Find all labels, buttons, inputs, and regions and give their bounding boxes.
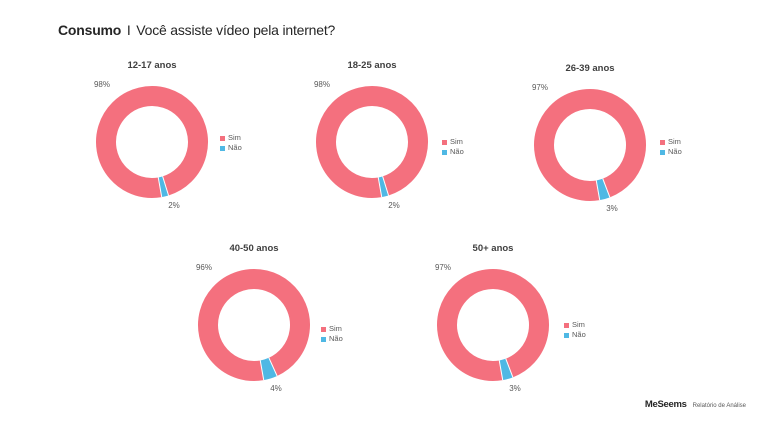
slice-separator	[162, 176, 170, 196]
legend-swatch-sim	[321, 326, 326, 332]
page-title-question: Você assiste vídeo pela internet?	[136, 22, 336, 38]
legend-label-nao: Não	[329, 334, 343, 343]
legend-swatch-sim	[220, 135, 225, 141]
legend-item-nao: Não	[321, 334, 343, 344]
legend-swatch-nao	[321, 336, 326, 342]
chart-legend: Sim Não	[321, 324, 343, 344]
data-label-nao: 3%	[606, 204, 618, 213]
legend-label-sim: Sim	[450, 137, 463, 146]
page-title-topic: Consumo	[58, 22, 122, 38]
donut-chart-50-plus: 50+ anos 97% 3% Sim Não	[403, 243, 586, 413]
footer: MeSeems Relatório de Análise	[645, 399, 746, 410]
slice-nao	[259, 357, 278, 381]
brand-logo: MeSeems	[644, 399, 687, 410]
slice-sim	[198, 269, 310, 381]
slice-separator	[268, 357, 278, 377]
legend-item-sim: Sim	[660, 137, 682, 147]
chart-legend: Sim Não	[220, 133, 242, 153]
data-label-nao: 4%	[270, 384, 282, 393]
donut-chart-40-50: 40-50 anos 96% 4% Sim Não	[164, 243, 344, 413]
chart-title: 50+ anos	[472, 243, 514, 254]
chart-legend: Sim Não	[660, 137, 682, 157]
legend-label-nao: Não	[668, 147, 682, 156]
slice-nao	[499, 358, 513, 381]
page-title-separator: I	[126, 22, 131, 38]
slice-separator	[377, 177, 383, 198]
slice-sim	[96, 86, 208, 198]
donut-svg: 98% 2%	[94, 80, 208, 210]
donut-chart-26-39: 26-39 anos 97% 3% Sim Não	[500, 63, 682, 233]
legend-label-sim: Sim	[329, 324, 342, 333]
slice-nao	[596, 178, 610, 201]
chart-title: 40-50 anos	[229, 243, 279, 254]
legend-item-sim: Sim	[564, 320, 586, 330]
legend-label-sim: Sim	[668, 137, 681, 146]
legend-swatch-sim	[442, 139, 447, 145]
legend-label-nao: Não	[450, 147, 464, 156]
page-title: Consumo I Você assiste vídeo pela intern…	[58, 22, 335, 38]
legend-item-nao: Não	[564, 330, 586, 340]
legend-label-nao: Não	[228, 143, 242, 152]
legend-item-sim: Sim	[220, 133, 242, 143]
legend-label-sim: Sim	[572, 320, 585, 329]
legend-item-nao: Não	[660, 147, 682, 157]
data-label-sim: 97%	[435, 263, 451, 272]
legend-item-nao: Não	[442, 147, 464, 157]
donut-svg: 98% 2%	[314, 80, 428, 210]
slice-separator	[382, 176, 390, 196]
data-label-sim: 98%	[314, 80, 330, 89]
chart-legend: Sim Não	[564, 320, 586, 340]
donut-chart-18-25: 18-25 anos 98% 2% Sim Não	[282, 60, 464, 230]
slice-separator	[157, 177, 163, 198]
slice-separator	[602, 178, 611, 198]
chart-legend: Sim Não	[442, 137, 464, 157]
data-label-sim: 98%	[94, 80, 110, 89]
legend-label-nao: Não	[572, 330, 586, 339]
donut-svg: 97% 3%	[435, 263, 549, 393]
chart-title: 26-39 anos	[565, 63, 615, 74]
chart-title: 12-17 anos	[127, 60, 177, 71]
slice-nao	[378, 176, 389, 198]
legend-swatch-nao	[660, 149, 665, 155]
donut-svg: 97% 3%	[532, 83, 646, 213]
donut-svg: 96% 4%	[196, 263, 310, 393]
slice-separator	[259, 360, 265, 381]
legend-swatch-nao	[220, 145, 225, 151]
legend-swatch-nao	[442, 149, 447, 155]
slice-sim	[316, 86, 428, 198]
slice-separator	[595, 180, 601, 201]
chart-title: 18-25 anos	[347, 60, 397, 71]
data-label-nao: 2%	[168, 201, 180, 210]
report-label: Relatório de Análise	[692, 403, 746, 409]
data-label-nao: 2%	[388, 201, 400, 210]
data-label-sim: 96%	[196, 263, 212, 272]
legend-swatch-sim	[660, 139, 665, 145]
slice-nao	[158, 176, 169, 198]
legend-item-nao: Não	[220, 143, 242, 153]
legend-item-sim: Sim	[442, 137, 464, 147]
slice-separator	[505, 358, 514, 378]
slice-sim	[437, 269, 549, 381]
data-label-sim: 97%	[532, 83, 548, 92]
legend-label-sim: Sim	[228, 133, 241, 142]
slice-sim	[534, 89, 646, 201]
legend-item-sim: Sim	[321, 324, 343, 334]
donut-chart-12-17: 12-17 anos 98% 2% Sim Não	[62, 60, 242, 230]
legend-swatch-nao	[564, 332, 569, 338]
legend-swatch-sim	[564, 322, 569, 328]
data-label-nao: 3%	[509, 384, 521, 393]
slice-separator	[498, 360, 504, 381]
